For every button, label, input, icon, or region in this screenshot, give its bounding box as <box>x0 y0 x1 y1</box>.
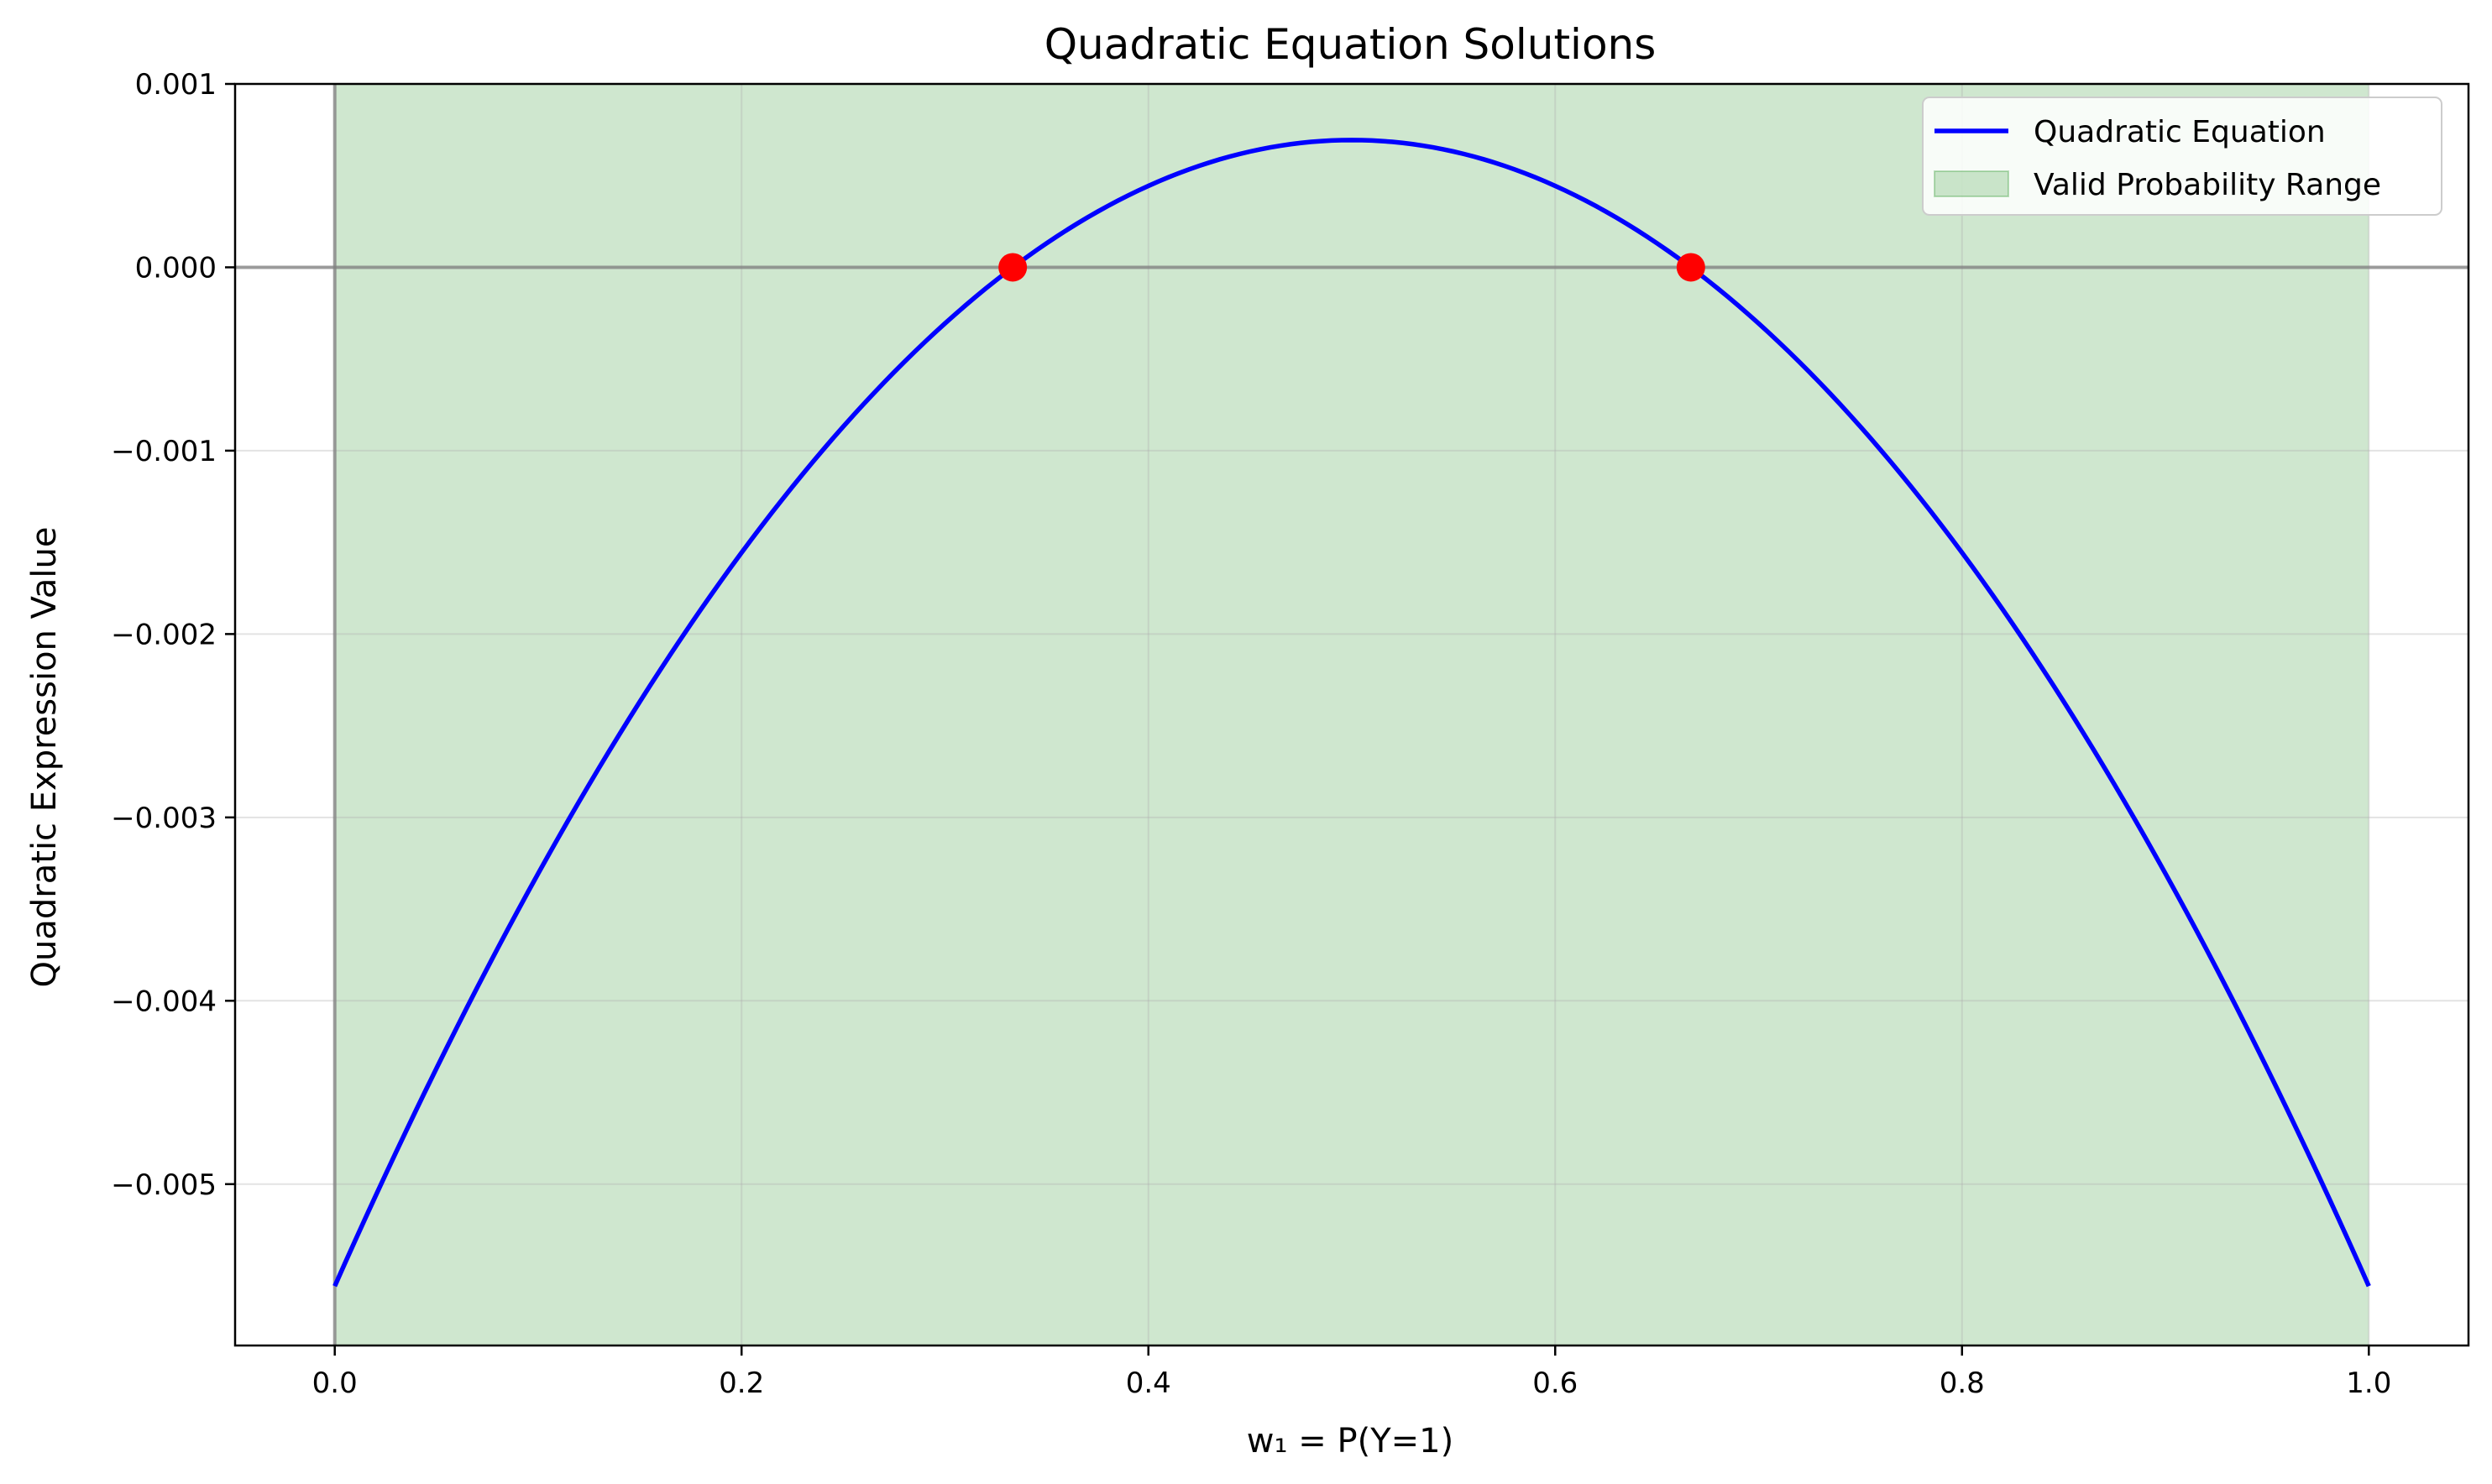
x-tick-label: 0.8 <box>1940 1366 1985 1400</box>
legend-label-quadratic-equation: Quadratic Equation <box>2034 115 2326 149</box>
legend-box <box>1922 97 2442 216</box>
y-tick-label: −0.001 <box>111 435 217 468</box>
x-tick-label: 1.0 <box>2346 1366 2391 1400</box>
x-axis-label: w₁ = P(Y=1) <box>1247 1422 1453 1460</box>
valid-probability-range-region <box>334 84 2369 1346</box>
chart-title: Quadratic Equation Solutions <box>1044 20 1657 69</box>
y-axis-ticks: 0.001 0.000 −0.001 −0.002 −0.003 −0.004 −0.005 <box>111 68 235 1202</box>
legend-label-valid-probability-range: Valid Probability Range <box>2034 168 2381 202</box>
y-tick-label: 0.001 <box>135 68 217 102</box>
y-tick-label: −0.004 <box>111 985 217 1018</box>
x-tick-label: 0.2 <box>719 1366 764 1400</box>
root-point <box>998 253 1028 282</box>
x-tick-label: 0.6 <box>1532 1366 1578 1400</box>
plot-frame <box>233 82 2470 1347</box>
y-tick-label: 0.000 <box>135 251 217 285</box>
y-axis-label: Quadratic Expression Value <box>25 527 64 988</box>
x-tick-label: 0.4 <box>1126 1366 1171 1400</box>
legend-swatch-valid-probability-range <box>1934 170 2009 197</box>
legend: Quadratic Equation Valid Probability Ran… <box>1922 97 2442 216</box>
y-tick-label: −0.003 <box>111 802 217 835</box>
series-line-quadratic-equation <box>332 138 2371 1288</box>
y-tick-label: −0.002 <box>111 618 217 651</box>
x-axis-ticks: 0.0 0.2 0.4 0.6 0.8 1.0 <box>312 1346 2391 1400</box>
y-tick-label: −0.005 <box>111 1168 217 1202</box>
root-point <box>1676 253 1705 282</box>
root-points <box>998 253 1705 282</box>
x-tick-label: 0.0 <box>312 1366 358 1400</box>
